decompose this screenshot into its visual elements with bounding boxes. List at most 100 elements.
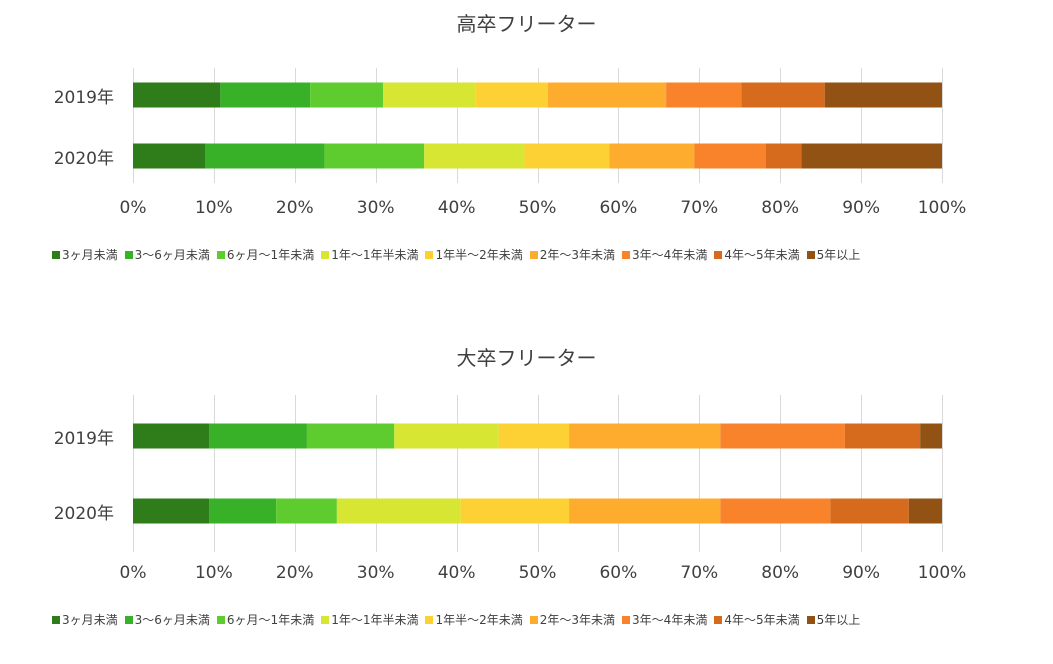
legend: 3ヶ月未満 3〜6ヶ月未満 6ヶ月〜1年未満 1年〜1年半未満 1年半〜2年未満 2年〜3… [52,246,867,263]
x-tick-label: 80% [761,198,800,218]
x-tick-label: 0% [119,563,147,583]
legend-swatch [124,250,133,259]
legend-item: 5年以上 [806,611,861,628]
legend-item: 1年〜1年半未満 [321,611,418,628]
bar-segment [844,423,921,449]
legend-item: 4年〜5年未満 [714,246,800,263]
bar-segment [324,143,425,169]
bar-segment [394,423,499,449]
chart-title: 高卒フリーター [456,12,597,36]
legend-label: 1年半〜2年未満 [435,613,523,627]
legend-swatch [714,615,723,624]
legend-item: 4年〜5年未満 [714,611,800,628]
legend-swatch [321,615,330,624]
legend-item: 2年〜3年未満 [529,246,616,263]
legend-item: 2年〜3年未満 [529,611,616,628]
bar-segment [741,82,825,108]
x-tick-label: 30% [356,563,395,583]
legend-label: 6ヶ月〜1年未満 [226,248,315,262]
legend-item: 1年半〜2年未満 [425,611,523,628]
chart-high-school: 高卒フリーター 0% 10% 20% 30% 40% 50% 60% 70% 80% 90% 100… [0,0,1053,300]
legend-label: 5年以上 [816,613,861,627]
bar-segment [801,143,942,169]
legend-label: 1年〜1年半未満 [331,248,419,262]
x-tick-label: 10% [194,563,233,583]
bar-segment [382,82,476,108]
legend-item: 3〜6ヶ月未満 [124,246,210,263]
bar-segment [666,82,742,108]
bar-segment [524,143,610,169]
bar-segment [908,498,942,524]
legend-label: 4年〜5年未満 [724,248,800,262]
legend-item: 3ヶ月未満 [52,611,118,628]
chart-plot [133,395,943,552]
bar-segment [920,423,942,449]
legend-swatch [806,615,815,624]
bar-segment [209,498,277,524]
legend-label: 3〜6ヶ月未満 [134,613,210,627]
legend-swatch [529,250,538,259]
legend-label: 3年〜4年未満 [632,248,708,262]
x-tick-label: 10% [194,198,233,218]
x-tick-label: 60% [599,563,638,583]
category-label: 2019年 [53,88,114,108]
x-tick-label: 70% [680,563,719,583]
bar-segment [209,423,307,449]
bar-segment [306,423,395,449]
x-tick-label: 40% [437,563,476,583]
x-tick-label: 50% [518,563,557,583]
category-label: 2020年 [53,504,114,524]
x-tick-label: 50% [518,198,557,218]
legend-swatch [52,250,60,259]
bar-segment [310,82,383,108]
bar-segment [720,423,845,449]
bar-segment [498,423,570,449]
legend-swatch [714,250,723,259]
bar-segment [460,498,570,524]
legend-item: 3年〜4年未満 [622,246,707,263]
legend-swatch [806,250,815,259]
x-tick-label: 80% [761,563,800,583]
legend-label: 2年〜3年未満 [539,248,616,262]
bar-segment [830,498,909,524]
bar-segment [720,498,831,524]
bar-segment [569,423,721,449]
legend-swatch [622,615,631,624]
legend-swatch [425,250,434,259]
bar-segment [765,143,802,169]
x-tick-label: 20% [275,563,314,583]
legend: 3ヶ月未満 3〜6ヶ月未満 6ヶ月〜1年未満 1年〜1年半未満 1年半〜2年未満 2年〜3… [52,611,867,628]
x-tick-label: 30% [356,198,395,218]
chart-title: 大卒フリーター [456,346,597,370]
bar-segment [133,143,206,169]
legend-swatch [425,615,434,624]
bar-segment [424,143,525,169]
legend-label: 3ヶ月未満 [62,248,118,262]
legend-label: 3ヶ月未満 [62,613,118,627]
legend-label: 2年〜3年未満 [539,613,616,627]
bar-segment [336,498,461,524]
bar-segment [205,143,325,169]
x-tick-label: 90% [842,198,880,218]
bar-segment [609,143,695,169]
chart-plot [133,68,943,183]
x-tick-label: 60% [599,198,638,218]
x-tick-label: 90% [842,563,880,583]
chart-university: 大卒フリーター 0% 10% 20% 30% 40% 50% 60% 70% 80% 90% 100… [0,340,1053,664]
bar-segment [824,82,942,108]
legend-item: 1年〜1年半未満 [321,246,418,263]
legend-label: 1年〜1年半未満 [331,613,419,627]
legend-label: 6ヶ月〜1年未満 [226,613,315,627]
bar-segment [276,498,337,524]
category-label: 2019年 [53,429,114,449]
bar-segment [475,82,549,108]
x-tick-label: 100% [917,198,967,218]
legend-swatch [124,615,133,624]
x-tick-label: 20% [275,198,314,218]
bar-segment [133,423,210,449]
x-tick-label: 0% [119,198,147,218]
bar-segment [548,82,667,108]
x-tick-label: 70% [680,198,719,218]
legend-item: 6ヶ月〜1年未満 [216,246,315,263]
bar-segment [569,498,721,524]
